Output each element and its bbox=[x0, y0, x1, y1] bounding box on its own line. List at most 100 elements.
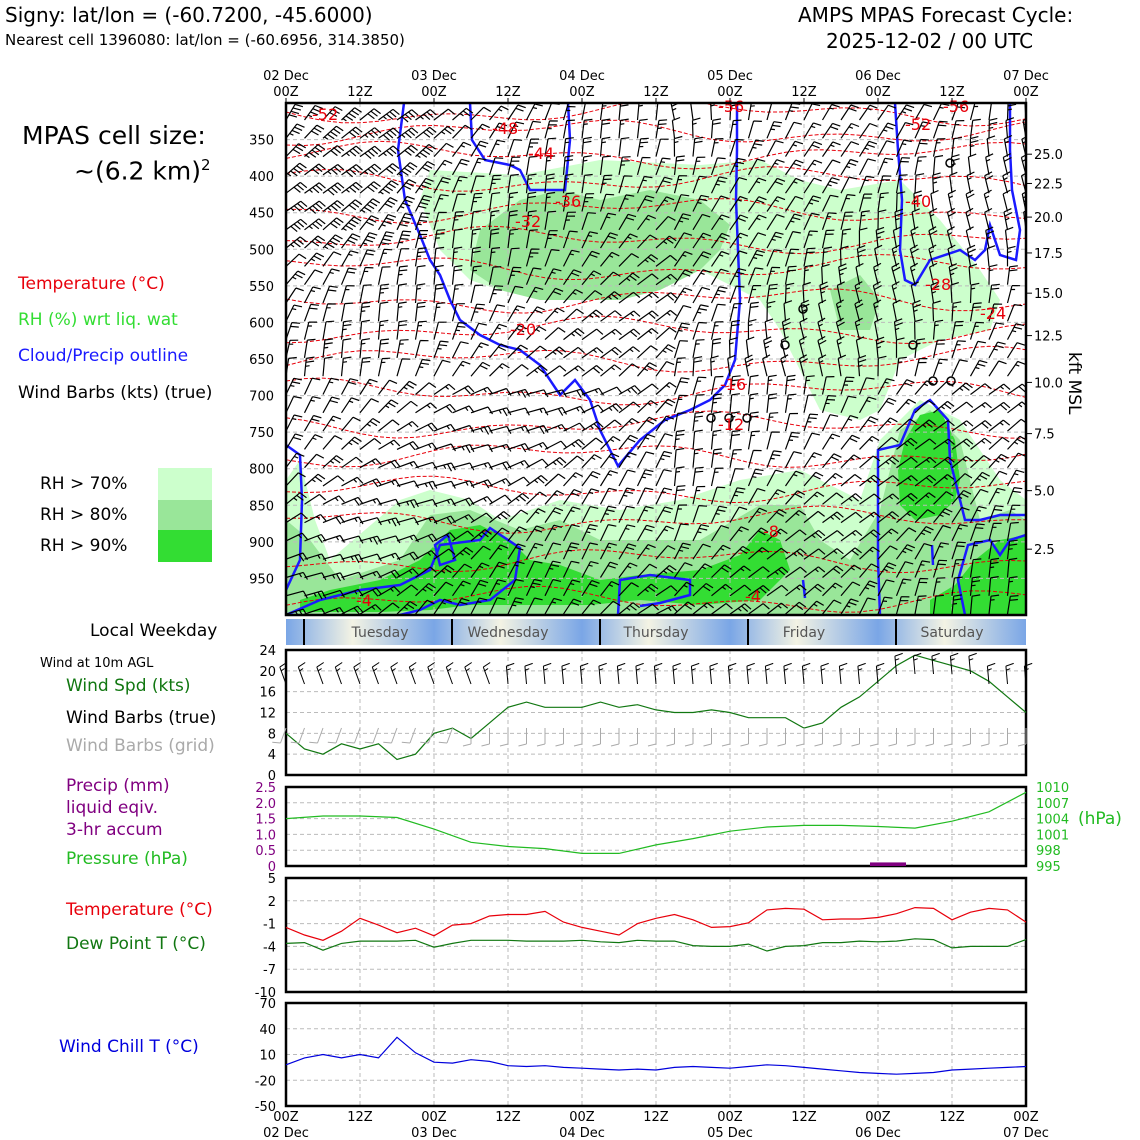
wind-barb bbox=[851, 728, 860, 747]
wind-barb bbox=[600, 271, 621, 286]
wind-barb bbox=[781, 317, 791, 340]
wind-barb bbox=[452, 124, 473, 139]
wind-barb bbox=[526, 364, 548, 377]
wind-barb bbox=[1025, 484, 1026, 486]
wind-barb bbox=[322, 415, 342, 432]
wind-barb bbox=[803, 491, 825, 505]
precip-bar bbox=[870, 862, 906, 866]
wind-barb bbox=[674, 269, 693, 286]
wind-barb bbox=[581, 212, 596, 230]
wind-barb bbox=[673, 287, 693, 304]
bottom-date-tick: 04 Dec bbox=[559, 1126, 605, 1140]
wind-barb bbox=[507, 476, 530, 487]
wind-barb bbox=[581, 470, 601, 487]
wind-barb bbox=[340, 320, 352, 340]
wind-barb bbox=[470, 303, 485, 322]
wind-barb bbox=[803, 566, 826, 578]
rh90-right bbox=[898, 410, 960, 520]
wind-barb bbox=[470, 123, 490, 139]
wind-barb bbox=[297, 662, 306, 685]
wind-barb bbox=[1025, 356, 1026, 358]
wind-barb bbox=[359, 587, 382, 597]
wind-barb bbox=[822, 159, 841, 176]
weekday-cell bbox=[878, 619, 1026, 645]
bottom-date-tick: 05 Dec bbox=[707, 1126, 753, 1140]
wind-barb bbox=[729, 103, 739, 121]
wind-barb bbox=[526, 491, 547, 505]
wind-barb bbox=[452, 385, 475, 396]
wind-barb bbox=[636, 137, 649, 157]
wind-barb bbox=[951, 136, 962, 157]
wind-barb bbox=[433, 383, 456, 395]
wind-barb bbox=[359, 604, 382, 615]
wind-barb bbox=[618, 451, 637, 469]
wind-barb bbox=[489, 461, 512, 471]
wind-barb bbox=[803, 247, 816, 267]
wind-barb bbox=[858, 210, 870, 230]
wind-barb bbox=[895, 578, 912, 597]
wind-barb bbox=[304, 104, 324, 121]
wind-barb bbox=[821, 103, 840, 121]
wind-barb bbox=[1006, 576, 1018, 596]
pressure-tick: 850 bbox=[249, 499, 274, 514]
wind-barb bbox=[692, 429, 703, 450]
wind-barb bbox=[304, 590, 327, 600]
wind-barb bbox=[371, 662, 380, 685]
wind-barb bbox=[710, 176, 728, 194]
wind-barb bbox=[518, 728, 527, 747]
wind-barb bbox=[489, 363, 510, 377]
wind-barb bbox=[909, 244, 919, 267]
temperature-contour bbox=[286, 198, 1026, 224]
wind-barb bbox=[729, 232, 749, 249]
calm-marker bbox=[946, 376, 956, 386]
temperature-label: -52 bbox=[905, 115, 931, 134]
bottom-time-tick: 12Z bbox=[939, 1110, 965, 1125]
wind-barb bbox=[637, 254, 659, 267]
wind-barb bbox=[710, 486, 726, 505]
wind-panel: 24 20 16 12 8 4 0 bbox=[259, 644, 1033, 784]
wind-barb bbox=[525, 210, 537, 230]
wind-barb bbox=[618, 401, 641, 414]
wind-barb bbox=[499, 728, 509, 747]
wind-barb bbox=[877, 545, 898, 560]
wind-barb bbox=[452, 360, 471, 377]
wind-barb bbox=[286, 414, 303, 432]
wind-barb bbox=[858, 140, 878, 157]
wind-barb bbox=[857, 662, 866, 685]
temperature-label: -44 bbox=[528, 144, 554, 163]
wind-barb bbox=[785, 529, 807, 542]
wind-barb bbox=[600, 600, 621, 615]
wind-barb bbox=[655, 605, 678, 615]
wind-barbs-field bbox=[286, 103, 1026, 615]
cloud-outline-8 bbox=[876, 398, 1026, 615]
wind-barb bbox=[892, 299, 901, 322]
hpa-unit-label: (hPa) bbox=[1078, 809, 1122, 829]
wind-barb bbox=[857, 355, 867, 377]
wind-barb bbox=[914, 577, 929, 596]
wind-barb bbox=[286, 590, 308, 599]
wind-barb bbox=[966, 244, 976, 267]
wind-barb bbox=[304, 182, 326, 194]
wind-barb bbox=[470, 496, 493, 505]
wind-barb bbox=[896, 456, 918, 469]
y-tick: 40 bbox=[259, 1023, 276, 1038]
wind-barb bbox=[673, 412, 686, 432]
temperature-label: -12 bbox=[718, 415, 744, 434]
wind-barb bbox=[451, 341, 469, 359]
wind-barb bbox=[525, 267, 542, 285]
wind-barb bbox=[969, 302, 982, 322]
panel-frame bbox=[284, 785, 1028, 868]
wind-barb bbox=[822, 582, 843, 597]
wind-barb bbox=[378, 419, 400, 432]
wind-barb bbox=[636, 524, 655, 542]
wind-barb bbox=[637, 544, 656, 560]
wind-barb bbox=[526, 407, 549, 416]
rh90-lower bbox=[300, 525, 790, 612]
wind-barb bbox=[359, 198, 381, 213]
wind-barb bbox=[933, 456, 955, 469]
wind-barb bbox=[322, 217, 344, 231]
wind-barb bbox=[581, 561, 599, 578]
wind-barb bbox=[951, 489, 972, 505]
wind-barb bbox=[985, 153, 994, 176]
wind-barb bbox=[452, 424, 475, 433]
